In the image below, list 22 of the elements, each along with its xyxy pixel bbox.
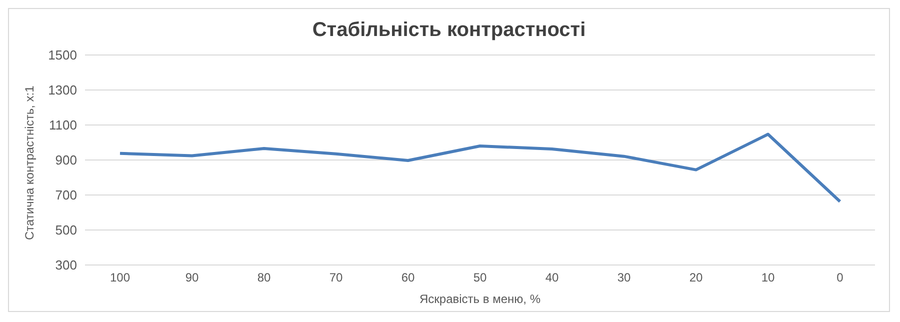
x-tick-label: 70	[329, 270, 343, 285]
y-tick-label: 700	[55, 188, 77, 203]
x-axis-title: Яскравість в меню, %	[420, 292, 541, 306]
x-tick-label: 30	[617, 270, 631, 285]
y-tick-label: 500	[55, 222, 77, 238]
line-series	[118, 132, 842, 203]
y-axis-title: Статична контрастність, х:1	[22, 85, 36, 240]
y-tick-label: 1500	[48, 48, 77, 63]
chart-title: Стабільність контрастності	[311, 19, 587, 43]
x-tick-label: 100	[110, 270, 130, 285]
x-tick-label: 90	[185, 270, 199, 285]
x-tick-label: 10	[761, 270, 775, 285]
x-tick-label: 60	[401, 270, 415, 285]
x-tick-label: 50	[473, 270, 487, 285]
y-tick-label: 1100	[49, 118, 77, 133]
x-tick-label: 80	[257, 270, 271, 285]
x-tick-label: 20	[689, 270, 703, 285]
y-tick-label: 300	[55, 258, 77, 273]
x-tick-label: 0	[836, 270, 844, 285]
x-tick-label: 40	[545, 270, 559, 285]
y-tick-label: 900	[55, 152, 77, 168]
y-tick-label: 1300	[48, 82, 77, 98]
